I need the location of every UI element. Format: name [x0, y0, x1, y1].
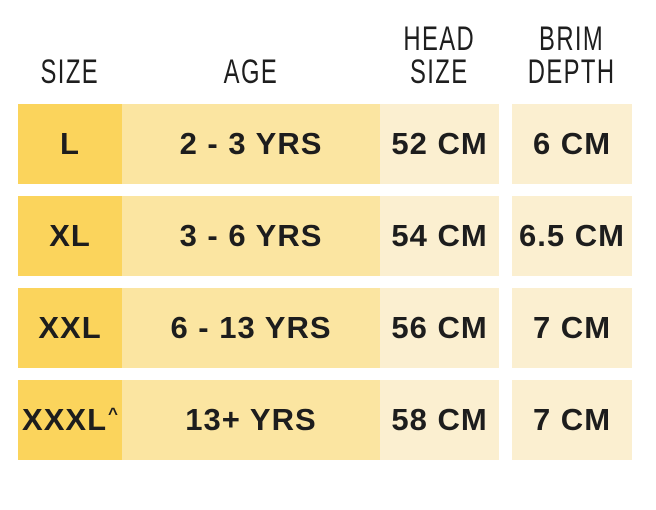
age-cell: 13+ YRS [122, 380, 380, 460]
column-header-head-size-label: HEAD SIZE [403, 20, 476, 91]
size-cell: XL [18, 196, 122, 276]
head-size-cell: 52 CM [380, 104, 499, 184]
column-header-head-size: HEAD SIZE [380, 8, 499, 92]
brim-depth-cell: 7 CM [512, 288, 632, 368]
age-cell: 2 - 3 YRS [122, 104, 380, 184]
gap-spacer [499, 380, 512, 460]
head-size-cell: 54 CM [380, 196, 499, 276]
size-chart-table: SIZE AGE HEAD SIZE BRIM DEPTH L 2 - 3 YR… [18, 8, 632, 460]
column-header-age: AGE [122, 8, 380, 92]
size-cell: XXXL ^ [18, 380, 122, 460]
size-cell: XXL [18, 288, 122, 368]
column-header-brim-depth-label: BRIM DEPTH [528, 20, 616, 91]
brim-depth-cell: 6 CM [512, 104, 632, 184]
column-header-size: SIZE [18, 8, 122, 92]
head-size-cell: 56 CM [380, 288, 499, 368]
header-gap-spacer [499, 8, 512, 92]
age-cell: 6 - 13 YRS [122, 288, 380, 368]
age-cell: 3 - 6 YRS [122, 196, 380, 276]
brim-depth-cell: 7 CM [512, 380, 632, 460]
column-header-size-label: SIZE [40, 53, 100, 91]
brim-depth-cell: 6.5 CM [512, 196, 632, 276]
column-header-brim-depth: BRIM DEPTH [512, 8, 632, 92]
gap-spacer [499, 288, 512, 368]
size-cell: L [18, 104, 122, 184]
column-header-age-label: AGE [223, 53, 279, 91]
gap-spacer [499, 104, 512, 184]
head-size-cell: 58 CM [380, 380, 499, 460]
gap-spacer [499, 196, 512, 276]
